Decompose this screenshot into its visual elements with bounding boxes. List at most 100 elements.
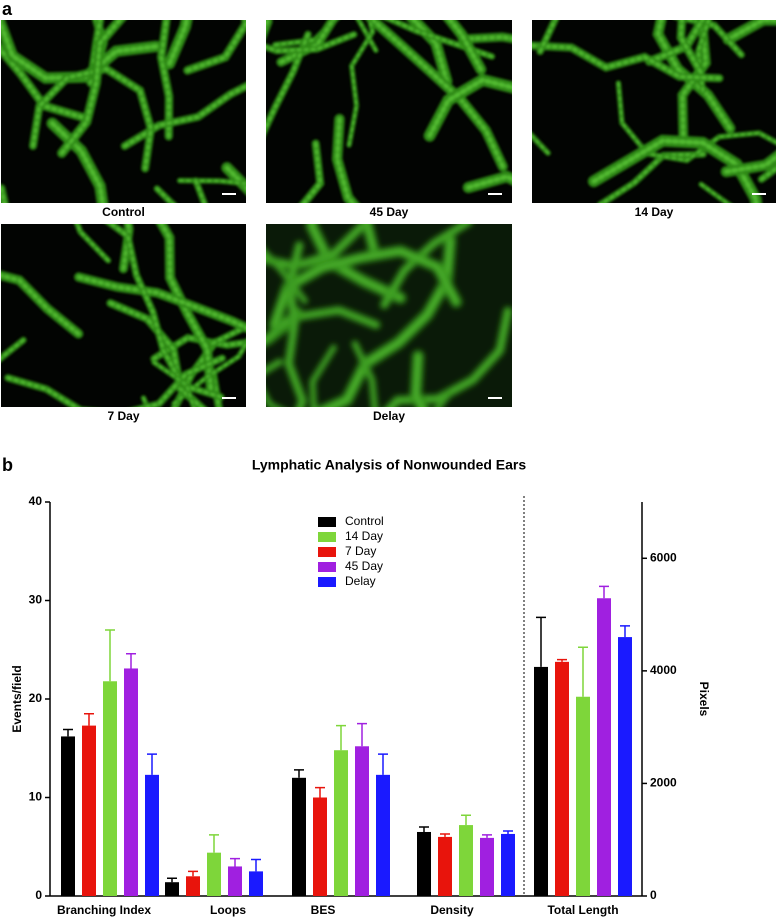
bar bbox=[165, 882, 179, 896]
vessels bbox=[1, 20, 246, 203]
image-caption: 14 Day bbox=[635, 205, 674, 219]
bar bbox=[376, 774, 390, 896]
vessel bbox=[266, 30, 312, 136]
x-tick-label: BES bbox=[311, 903, 336, 917]
vessel-highlight bbox=[427, 77, 512, 138]
error-bar bbox=[419, 826, 429, 832]
bar bbox=[124, 668, 138, 896]
vessel-highlight bbox=[389, 309, 510, 407]
y-tick-label: 30 bbox=[29, 593, 43, 607]
vessel-highlight bbox=[411, 20, 449, 84]
y2-tick-label: 0 bbox=[650, 888, 657, 902]
y2-tick-label: 6000 bbox=[650, 550, 677, 564]
panel-label: a bbox=[2, 0, 13, 19]
error-bar bbox=[440, 833, 450, 837]
bar bbox=[618, 637, 632, 896]
legend-swatch bbox=[318, 517, 336, 527]
vessel-highlight bbox=[77, 275, 246, 330]
chart-title: Lymphatic Analysis of Nonwounded Ears bbox=[252, 457, 527, 473]
error-bar bbox=[230, 857, 240, 867]
bar bbox=[534, 666, 548, 896]
vessel bbox=[183, 20, 246, 75]
micrograph bbox=[266, 224, 512, 407]
panel-label: b bbox=[2, 455, 13, 475]
error-bar bbox=[315, 786, 325, 798]
vessel bbox=[118, 224, 134, 274]
vessel-highlight bbox=[159, 224, 213, 391]
vessel-highlight bbox=[700, 183, 729, 203]
error-bar bbox=[209, 834, 219, 853]
error-bar bbox=[147, 753, 157, 775]
vessel bbox=[276, 20, 339, 67]
vessel bbox=[151, 359, 197, 407]
vessel bbox=[331, 113, 360, 203]
vessel-highlight bbox=[50, 121, 105, 203]
vessel-highlight bbox=[123, 84, 246, 148]
vessel-highlight bbox=[466, 174, 512, 190]
y-tick-label: 20 bbox=[29, 691, 43, 705]
error-bar bbox=[578, 646, 588, 697]
panel-a: a Control 45 Day 14 Day 7 Day Delay bbox=[1, 0, 776, 423]
vessel bbox=[266, 306, 303, 346]
bar bbox=[186, 876, 200, 896]
error-bar bbox=[357, 722, 367, 747]
vessel bbox=[457, 32, 512, 44]
x-tick-label: Loops bbox=[210, 903, 246, 917]
vessel bbox=[695, 20, 712, 95]
micrograph bbox=[266, 20, 512, 203]
error-bar bbox=[599, 585, 609, 599]
vessel bbox=[177, 177, 246, 187]
image-caption: Delay bbox=[373, 409, 405, 423]
y2-tick-label: 2000 bbox=[650, 776, 677, 790]
error-bar bbox=[294, 769, 304, 778]
error-bar bbox=[188, 870, 198, 877]
vessel bbox=[1, 270, 84, 339]
vessel-highlight bbox=[266, 394, 449, 407]
vessel-highlight bbox=[532, 44, 721, 80]
legend-swatch bbox=[318, 532, 336, 542]
vessel-highlight bbox=[724, 154, 776, 174]
bar bbox=[417, 831, 431, 896]
y-tick-label: 40 bbox=[29, 494, 43, 508]
error-bar bbox=[557, 658, 567, 662]
bar bbox=[334, 750, 348, 896]
vessel-highlight bbox=[656, 20, 732, 131]
vessels bbox=[266, 20, 512, 203]
bar bbox=[355, 746, 369, 896]
bar bbox=[61, 736, 75, 896]
vessel bbox=[299, 139, 325, 203]
image-caption: 45 Day bbox=[370, 205, 409, 219]
y-axis-label: Events/field bbox=[10, 665, 24, 732]
bar bbox=[103, 681, 117, 896]
vessel bbox=[150, 333, 246, 363]
vessel-highlight bbox=[348, 20, 374, 146]
x-tick-label: Density bbox=[430, 903, 474, 917]
vessel-highlight bbox=[167, 20, 189, 66]
y-tick-label: 0 bbox=[35, 888, 42, 902]
bar bbox=[207, 852, 221, 896]
image-caption: 7 Day bbox=[107, 409, 139, 423]
legend-label: Control bbox=[345, 514, 384, 528]
bar bbox=[576, 696, 590, 896]
vessel-highlight bbox=[287, 243, 305, 407]
vessel bbox=[351, 340, 379, 407]
panel-b: b Lymphatic Analysis of Nonwounded Ears … bbox=[2, 455, 711, 917]
vessel-highlight bbox=[109, 301, 203, 407]
x-tick-label: Total Length bbox=[547, 903, 618, 917]
error-bar bbox=[84, 713, 94, 726]
vessel bbox=[209, 369, 223, 407]
legend-swatch bbox=[318, 562, 336, 572]
bar bbox=[249, 871, 263, 896]
error-bar bbox=[482, 834, 492, 838]
vessel bbox=[171, 339, 246, 407]
vessel-highlight bbox=[591, 138, 759, 203]
vessel-highlight bbox=[142, 397, 149, 407]
vessels bbox=[266, 224, 512, 407]
image-caption: Control bbox=[102, 205, 145, 219]
vessel-highlight bbox=[617, 82, 776, 162]
bar bbox=[145, 774, 159, 896]
vessel-highlight bbox=[6, 356, 224, 407]
vessel bbox=[698, 181, 732, 203]
error-bar bbox=[461, 814, 471, 826]
bar bbox=[555, 661, 569, 896]
